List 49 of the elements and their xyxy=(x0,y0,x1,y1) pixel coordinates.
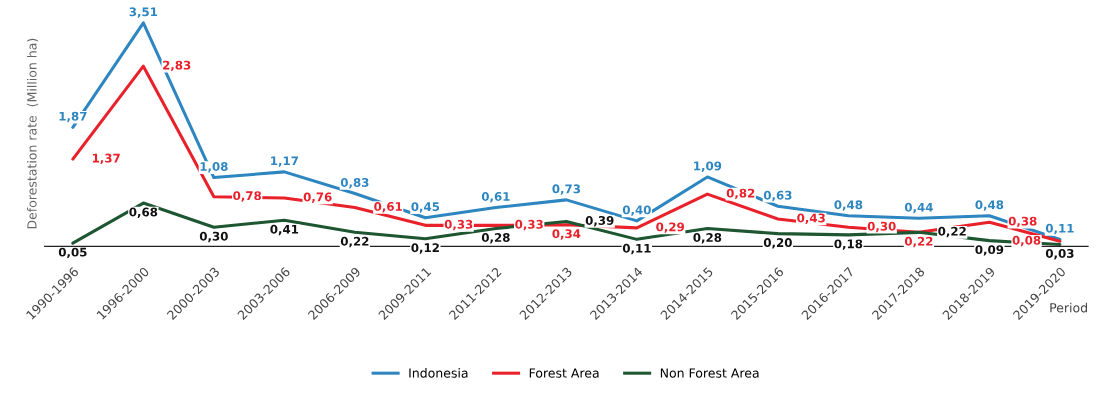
data-label: 0,22 xyxy=(904,236,933,248)
data-label: 0,18 xyxy=(834,239,863,250)
data-label: 3,51 xyxy=(129,7,158,18)
data-label: 0,48 xyxy=(975,200,1004,211)
data-label: 0,43 xyxy=(797,213,825,224)
data-label: 0,20 xyxy=(763,238,792,249)
data-label: 0,29 xyxy=(656,222,685,233)
data-label: 0,22 xyxy=(938,226,966,238)
data-label: 0,61 xyxy=(374,202,402,213)
data-label: 0,03 xyxy=(1045,248,1074,260)
legend-label: Non Forest Area xyxy=(660,368,759,378)
data-label: 0,61 xyxy=(481,192,510,203)
data-label: 0,41 xyxy=(270,224,299,236)
data-label: 0,28 xyxy=(481,233,510,244)
data-label: 1,08 xyxy=(200,162,228,173)
data-label: 0,63 xyxy=(763,190,792,202)
data-label: 0,30 xyxy=(867,221,896,233)
data-label: 0,44 xyxy=(904,202,933,214)
data-label: 0,78 xyxy=(233,191,262,202)
data-label: 0,12 xyxy=(411,243,439,254)
data-label: 0,33 xyxy=(444,219,473,231)
data-label: 0,34 xyxy=(552,229,581,240)
data-label: 1,17 xyxy=(271,156,298,167)
data-label: 1,87 xyxy=(59,111,87,123)
data-label: 0,68 xyxy=(129,207,158,218)
data-label: 0,11 xyxy=(1045,223,1074,235)
data-label: 0,05 xyxy=(58,247,87,259)
data-label: 0,11 xyxy=(622,243,651,255)
data-label: 0,28 xyxy=(693,233,722,244)
data-label: 1,37 xyxy=(92,153,120,165)
data-label: 0,40 xyxy=(622,205,651,216)
data-label: 0,08 xyxy=(1012,235,1041,247)
legend-label: Forest Area xyxy=(529,368,599,378)
data-label: 0,76 xyxy=(303,192,332,203)
data-label: 0,30 xyxy=(199,231,228,243)
data-label: 0,82 xyxy=(726,188,755,200)
legend-label: Indonesia xyxy=(409,368,468,378)
y-axis-title: Deforestation rate (Million ha) xyxy=(26,38,39,229)
data-label: 2,83 xyxy=(163,60,191,72)
data-label: 0,22 xyxy=(340,236,369,248)
data-label: 0,38 xyxy=(1008,216,1037,228)
data-label: 1,09 xyxy=(694,161,722,172)
data-label: 0,33 xyxy=(515,219,543,231)
data-label: 0,73 xyxy=(552,184,580,195)
data-label: 0,45 xyxy=(411,202,440,213)
data-label: 0,09 xyxy=(975,245,1004,256)
data-label: 0,48 xyxy=(834,200,863,211)
data-label: 0,39 xyxy=(585,216,614,227)
data-label: 0,83 xyxy=(340,178,369,189)
